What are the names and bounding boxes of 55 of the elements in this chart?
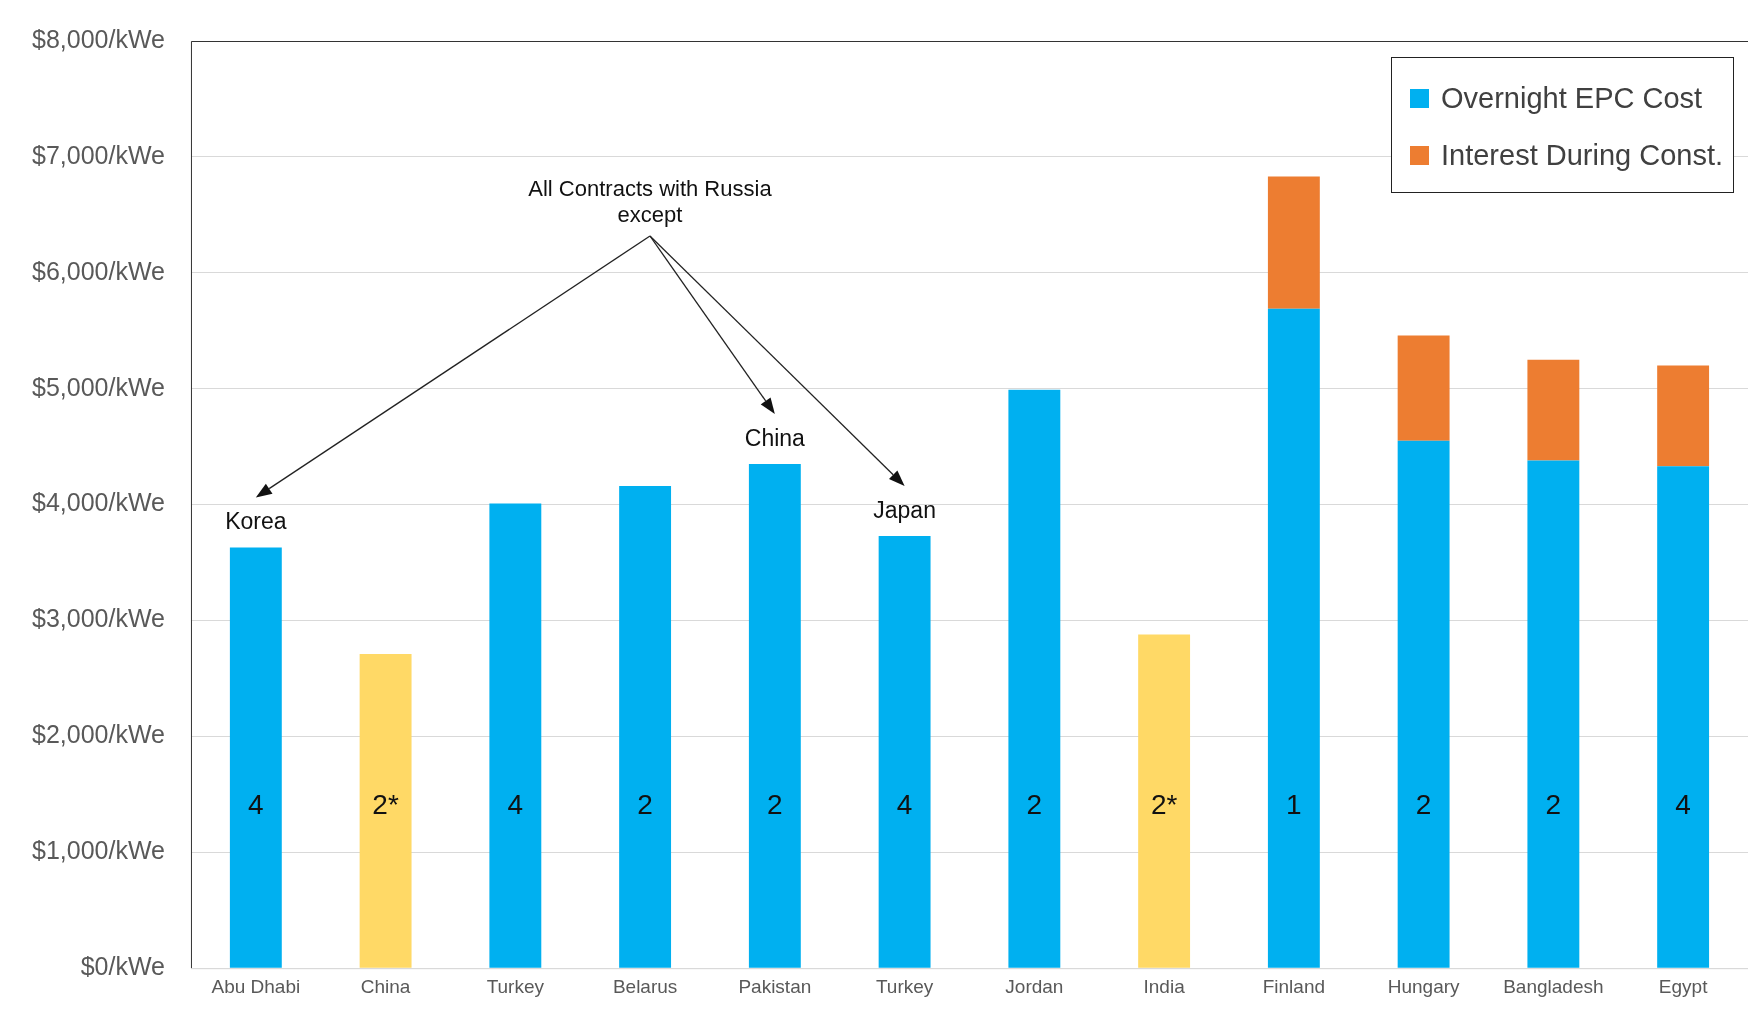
x-tick-label: Belarus xyxy=(612,975,678,997)
legend-label: Overnight EPC Cost xyxy=(1441,82,1703,115)
bar xyxy=(1267,176,1320,309)
x-tick-label: Jordan xyxy=(1005,975,1064,997)
y-tick-label: $3,000/kWe xyxy=(31,604,165,633)
bar xyxy=(1397,440,1450,968)
bar xyxy=(748,464,801,968)
bar xyxy=(1267,308,1320,968)
bar xyxy=(878,535,931,968)
annotation: All Contracts with Russia except xyxy=(527,176,773,228)
annotation: Japan xyxy=(873,496,936,523)
x-tick-label: India xyxy=(1143,975,1186,997)
bar xyxy=(1657,466,1710,968)
y-tick-label: $1,000/kWe xyxy=(31,836,165,865)
x-tick-label: Finland xyxy=(1262,975,1326,997)
x-tick-label: Turkey xyxy=(875,975,934,997)
annotation: Korea xyxy=(225,508,287,535)
annotation: 4 xyxy=(896,788,913,820)
annotation: 1 xyxy=(1286,788,1302,820)
annotation: 2* xyxy=(1150,788,1178,820)
x-tick-label: China xyxy=(360,975,411,997)
annotation: 2 xyxy=(1545,788,1562,820)
bar xyxy=(1138,634,1191,968)
legend-label: Interest During Const. xyxy=(1441,139,1724,172)
bar xyxy=(1008,389,1061,968)
y-tick-label: $8,000/kWe xyxy=(31,24,165,53)
y-tick-label: $7,000/kWe xyxy=(31,140,165,169)
x-tick-label: Egypt xyxy=(1658,975,1709,997)
x-tick-label: Turkey xyxy=(486,975,545,997)
bar xyxy=(359,654,412,968)
bar xyxy=(1527,359,1580,461)
annotation: 4 xyxy=(507,788,524,820)
annotation: 2* xyxy=(372,788,399,820)
y-tick-label: $0/kWe xyxy=(80,952,165,981)
y-tick-label: $2,000/kWe xyxy=(31,720,165,749)
bar xyxy=(1657,365,1710,467)
bar xyxy=(1527,460,1580,968)
y-tick-label: $5,000/kWe xyxy=(31,372,165,401)
annotation: 4 xyxy=(1675,788,1691,820)
x-tick-label: Abu Dhabi xyxy=(211,975,301,997)
bar xyxy=(619,486,672,968)
annotation: 2 xyxy=(1415,788,1432,820)
y-tick-label: $4,000/kWe xyxy=(31,488,165,517)
annotation: 2 xyxy=(767,788,783,820)
annotation: 4 xyxy=(248,788,264,820)
annotation: 2 xyxy=(1026,788,1043,820)
annotation: 2 xyxy=(637,788,653,820)
x-tick-label: Hungary xyxy=(1387,975,1461,997)
bar xyxy=(489,503,542,968)
x-tick-label: Pakistan xyxy=(738,975,812,997)
bar xyxy=(1397,335,1450,441)
y-tick-label: $6,000/kWe xyxy=(31,256,165,285)
annotation: China xyxy=(744,425,806,452)
x-tick-label: Bangladesh xyxy=(1503,975,1604,997)
bar xyxy=(229,547,282,968)
